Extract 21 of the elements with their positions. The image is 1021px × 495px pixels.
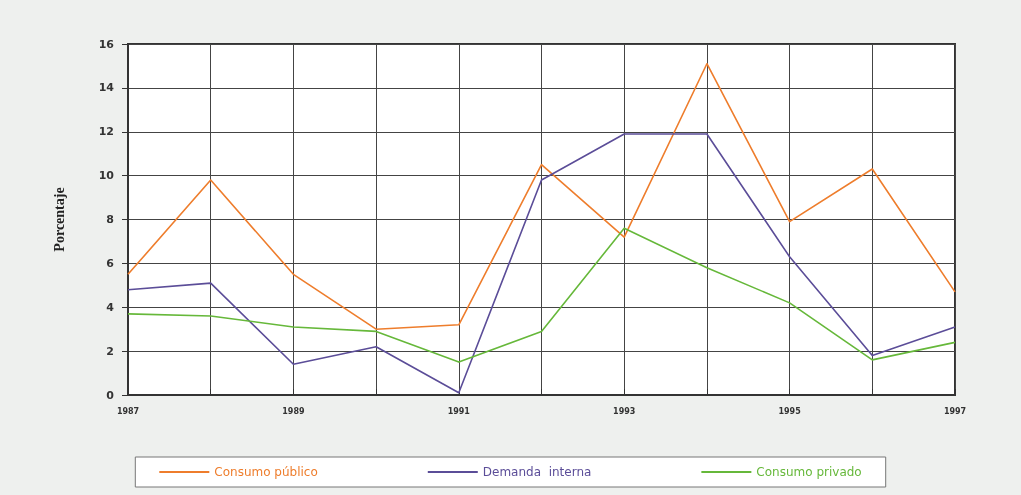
y-tick-label: 0 xyxy=(106,388,115,402)
y-tick-label: 12 xyxy=(98,125,114,139)
y-tick-label: 10 xyxy=(98,169,115,183)
legend-label: Demanda interna xyxy=(482,465,592,479)
y-tick-label: 14 xyxy=(98,81,115,95)
line-series xyxy=(127,227,956,363)
y-axis-title: Porcentaje xyxy=(51,187,67,252)
y-tick-label: 4 xyxy=(106,300,115,314)
legend-label: Consumo público xyxy=(214,465,318,479)
y-tick-label: 16 xyxy=(98,37,115,51)
legend-label: Consumo privado xyxy=(756,465,862,479)
x-tick-label: 1987 xyxy=(116,406,140,416)
y-tick-label: 8 xyxy=(106,213,114,226)
y-tick-label: 6 xyxy=(106,256,115,270)
x-tick-label: 1989 xyxy=(282,406,305,416)
x-tick-label: 1993 xyxy=(613,406,636,416)
x-tick-label: 1995 xyxy=(778,406,802,416)
x-tick-label: 1997 xyxy=(943,406,967,416)
line-series xyxy=(127,62,956,330)
y-tick-label: 2 xyxy=(106,344,114,358)
x-tick-label: 1991 xyxy=(447,406,471,416)
